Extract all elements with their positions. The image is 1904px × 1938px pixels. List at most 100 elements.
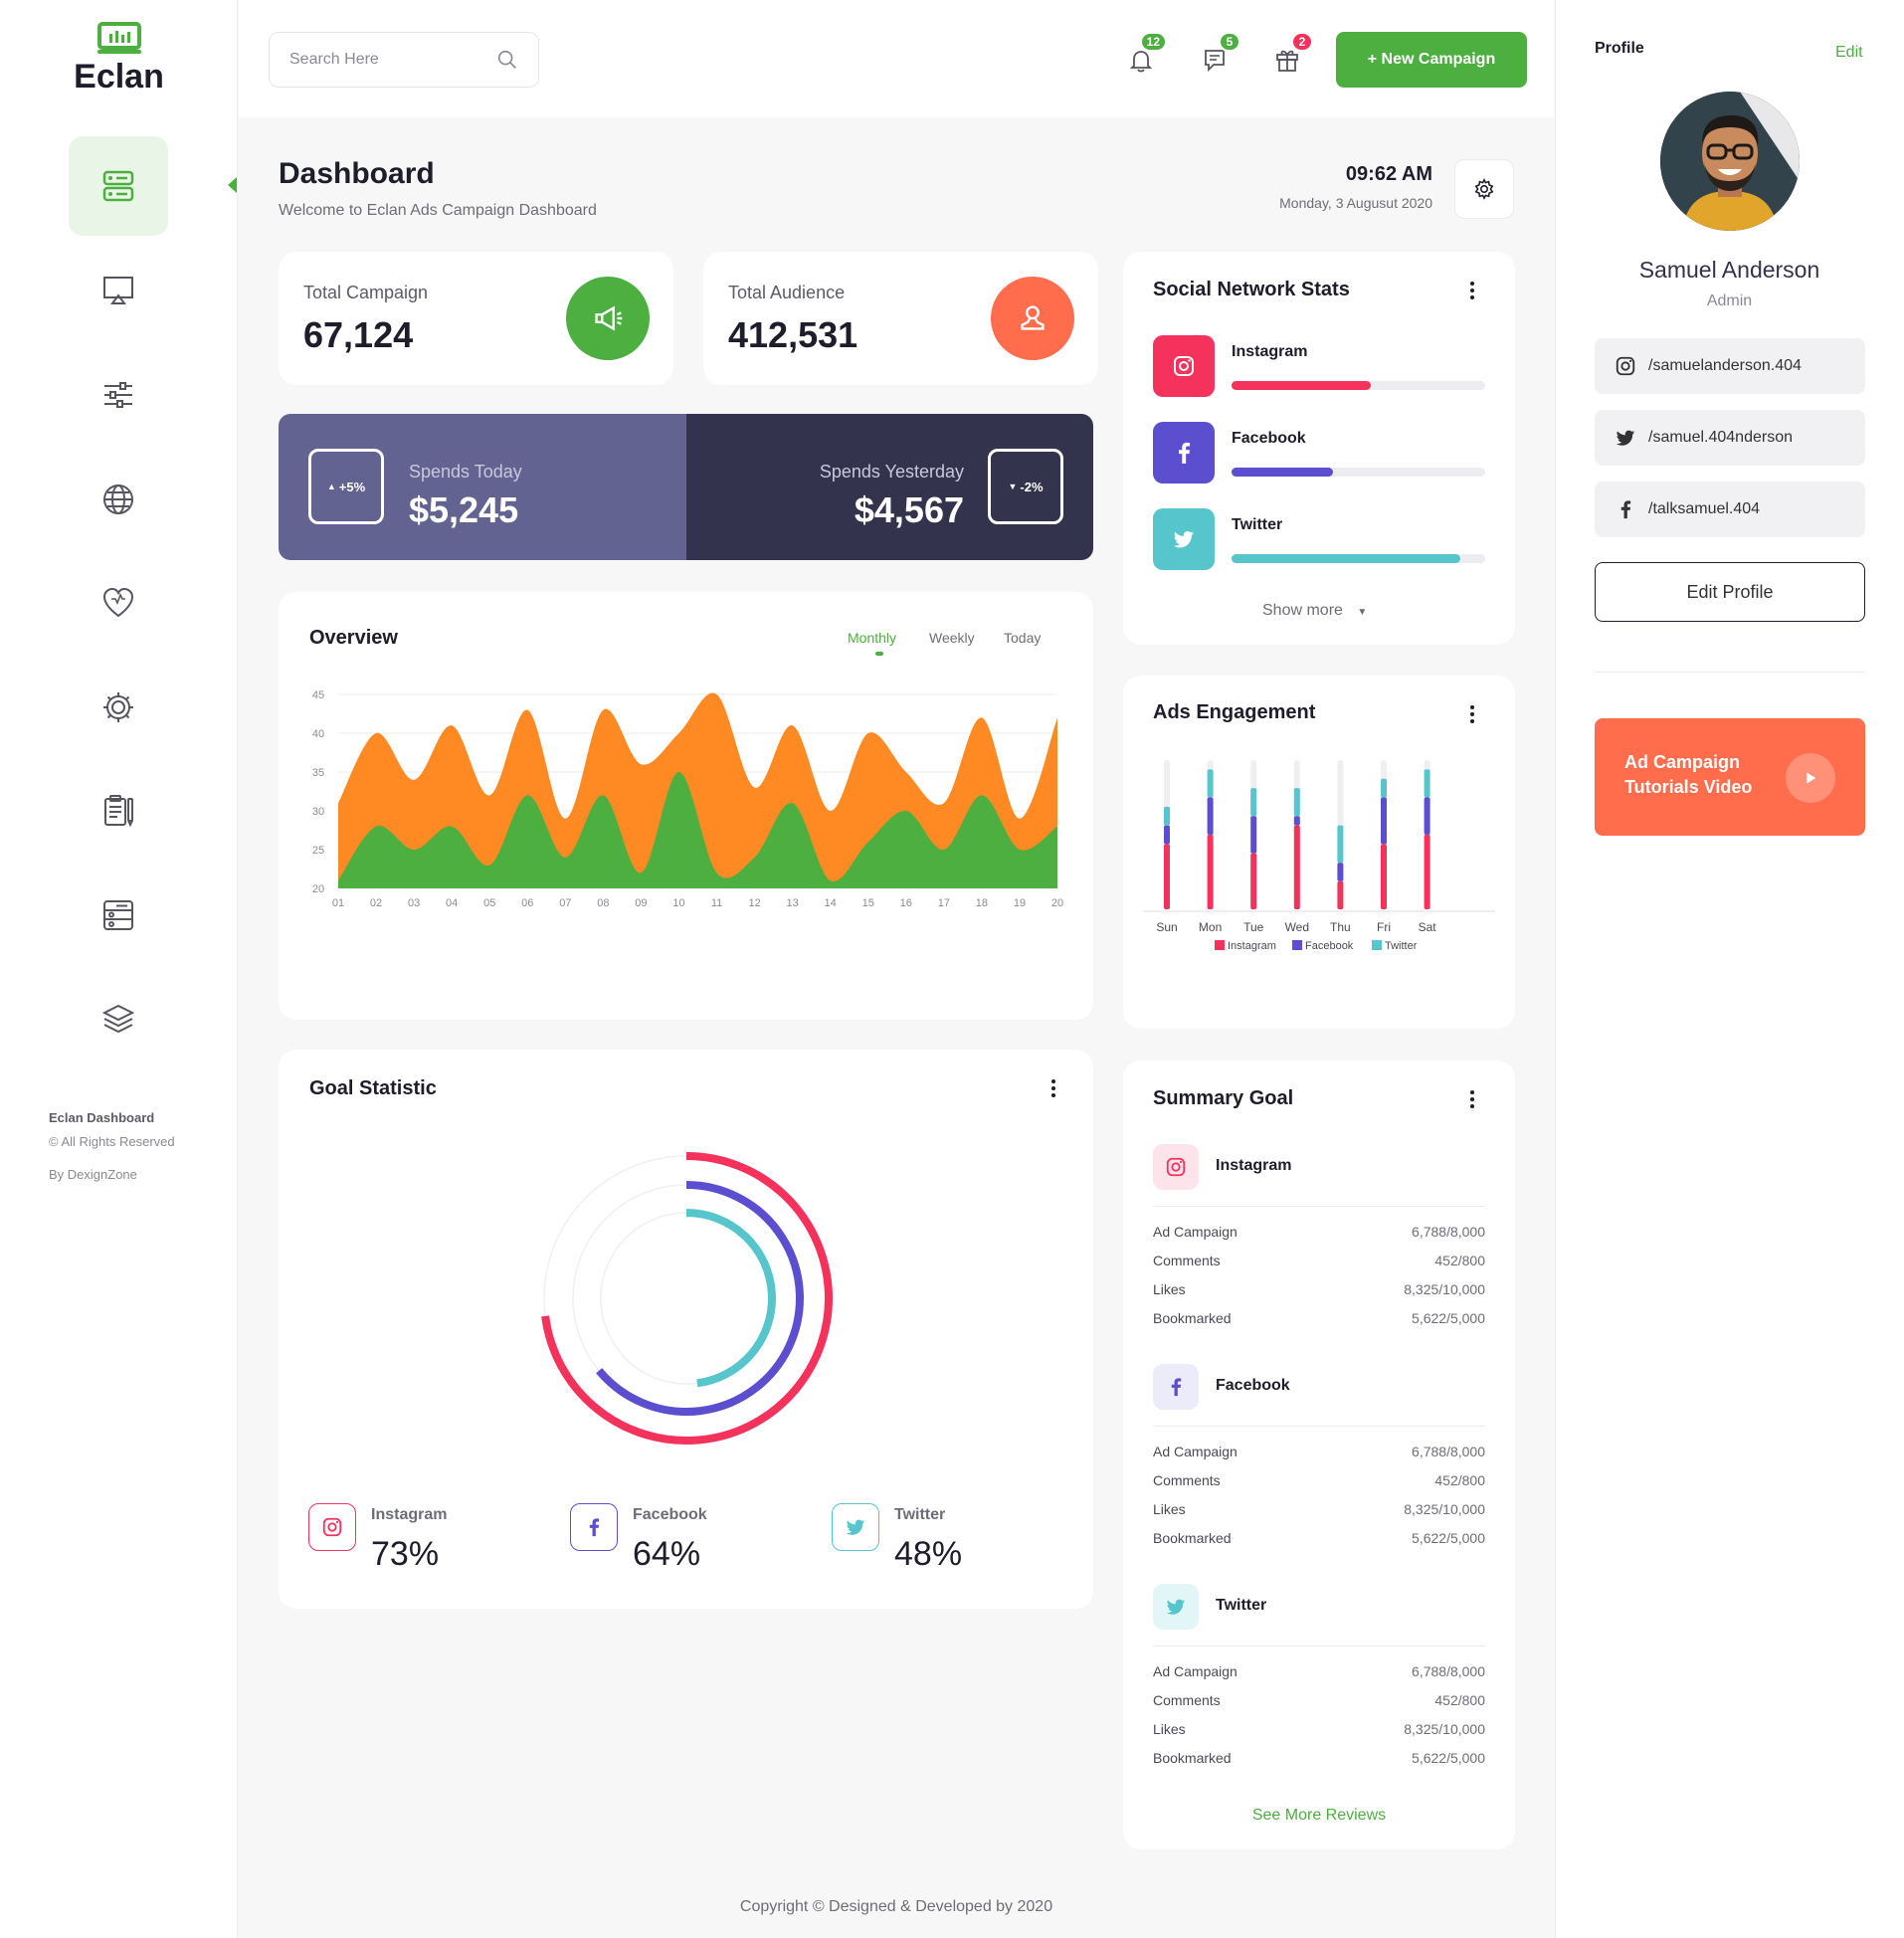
summary-row: Likes 8,325/10,000 xyxy=(1153,1501,1485,1517)
spends-today-change: ▲ +5% xyxy=(308,449,384,524)
nav-dashboard[interactable] xyxy=(69,136,168,236)
social-twitter-bar xyxy=(1232,554,1485,563)
bar-instagram xyxy=(1381,844,1387,909)
tab-weekly[interactable]: Weekly xyxy=(929,630,975,646)
x-tick-label: 09 xyxy=(635,897,647,909)
avatar[interactable] xyxy=(1660,92,1800,231)
summary-row-label: Ad Campaign xyxy=(1153,1663,1238,1679)
y-tick-label: 25 xyxy=(312,845,324,857)
play-icon xyxy=(1807,772,1816,784)
total-audience-card: Total Audience 412,531 xyxy=(703,252,1098,385)
nav-database[interactable] xyxy=(69,866,168,965)
messages-badge: 5 xyxy=(1219,32,1240,52)
ads-engagement-menu-icon[interactable] xyxy=(1469,705,1475,726)
y-tick-label: 45 xyxy=(312,689,324,701)
facebook-icon xyxy=(570,1503,618,1551)
see-more-reviews-link[interactable]: See More Reviews xyxy=(1251,1807,1387,1824)
nav-reports[interactable] xyxy=(69,761,168,861)
facebook-icon xyxy=(1620,500,1631,519)
bar-instagram xyxy=(1337,880,1344,909)
x-tick-label: 18 xyxy=(976,897,988,909)
x-tick-label: Tue xyxy=(1243,920,1264,934)
bar-instagram xyxy=(1250,853,1257,909)
facebook-icon xyxy=(1153,422,1215,484)
goal-statistic-menu-icon[interactable] xyxy=(1050,1079,1056,1100)
globe-icon xyxy=(103,484,133,514)
goal-instagram-name: Instagram xyxy=(371,1506,448,1523)
overview-title: Overview xyxy=(309,627,398,649)
goal-twitter-value: 48% xyxy=(894,1535,963,1573)
profile-role: Admin xyxy=(1706,292,1753,309)
x-tick-label: Fri xyxy=(1377,920,1391,934)
spends-yesterday-label: Spends Yesterday xyxy=(819,462,964,482)
settings-button[interactable] xyxy=(1454,159,1514,219)
x-tick-label: 14 xyxy=(825,897,837,909)
profile-facebook-link[interactable]: /talksamuel.404 xyxy=(1595,482,1865,537)
tab-today[interactable]: Today xyxy=(1004,630,1042,646)
messages-button[interactable]: 5 xyxy=(1195,32,1240,80)
nav-collapse-caret[interactable] xyxy=(228,177,237,193)
legend-swatch xyxy=(1215,940,1225,950)
nav-heart[interactable] xyxy=(69,553,168,653)
profile-instagram-handle: /samuelanderson.404 xyxy=(1648,357,1802,374)
clock-date: Monday, 3 Augusut 2020 xyxy=(1279,195,1432,211)
nav-monitor[interactable] xyxy=(69,241,168,340)
instagram-icon xyxy=(308,1503,356,1551)
summary-row-value: 452/800 xyxy=(1434,1692,1485,1708)
social-facebook-name: Facebook xyxy=(1232,430,1306,447)
summary-goal-card: Summary Goal Instagram Ad Campaign 6,788/… xyxy=(1123,1061,1515,1849)
tutorial-video-card[interactable]: Ad Campaign Tutorials Video xyxy=(1595,718,1865,836)
search-input[interactable] xyxy=(289,51,488,69)
profile-edit-link[interactable]: Edit xyxy=(1835,44,1863,61)
user-icon xyxy=(991,277,1074,360)
profile-instagram-link[interactable]: /samuelanderson.404 xyxy=(1595,338,1865,394)
clock-time: 09:62 AM xyxy=(1345,163,1432,185)
database-icon xyxy=(103,900,133,930)
notifications-button[interactable]: 12 xyxy=(1121,32,1167,80)
profile-name: Samuel Anderson xyxy=(1638,257,1820,283)
summary-row-label: Comments xyxy=(1153,1472,1221,1488)
summary-goal-title: Summary Goal xyxy=(1153,1087,1294,1109)
spends-yesterday-change: ▼ -2% xyxy=(988,449,1063,524)
logo-text: Eclan xyxy=(74,58,164,96)
bar-instagram xyxy=(1164,844,1170,909)
summary-row: Ad Campaign 6,788/8,000 xyxy=(1153,1224,1485,1240)
x-tick-label: 02 xyxy=(370,897,382,909)
total-audience-value: 412,531 xyxy=(728,314,858,355)
nav-globe[interactable] xyxy=(69,450,168,549)
ring-instagram xyxy=(541,1152,833,1445)
profile-twitter-link[interactable]: /samuel.404nderson xyxy=(1595,410,1865,466)
legend-label: Facebook xyxy=(1305,940,1354,952)
bar-facebook xyxy=(1337,863,1344,881)
nav-settings[interactable] xyxy=(69,658,168,757)
summary-row-label: Bookmarked xyxy=(1153,1530,1232,1546)
summary-row-value: 6,788/8,000 xyxy=(1412,1224,1485,1240)
edit-profile-button[interactable]: Edit Profile xyxy=(1595,562,1865,622)
total-audience-label: Total Audience xyxy=(728,283,846,302)
nav-layers[interactable] xyxy=(69,970,168,1069)
show-more-button[interactable]: Show more ▼ xyxy=(1262,602,1367,620)
x-tick-label: 10 xyxy=(672,897,684,909)
nav-sliders[interactable] xyxy=(69,345,168,445)
play-button[interactable] xyxy=(1786,753,1835,803)
tab-monthly[interactable]: Monthly xyxy=(848,630,897,646)
search-box[interactable] xyxy=(269,32,539,88)
gifts-button[interactable]: 2 xyxy=(1267,32,1313,80)
divider xyxy=(1153,1206,1485,1207)
new-campaign-button[interactable]: + New Campaign xyxy=(1336,32,1527,88)
summary-goal-menu-icon[interactable] xyxy=(1469,1090,1475,1111)
search-icon[interactable] xyxy=(496,49,518,71)
clipboard-icon xyxy=(104,795,133,828)
social-stats-menu-icon[interactable] xyxy=(1469,282,1475,302)
summary-row-label: Bookmarked xyxy=(1153,1750,1232,1766)
bar-facebook xyxy=(1250,816,1257,854)
summary-row: Bookmarked 5,622/5,000 xyxy=(1153,1750,1485,1766)
copyright: Copyright © Designed & Developed by 2020 xyxy=(739,1898,1053,1915)
x-tick-label: 20 xyxy=(1051,897,1063,909)
goal-statistic-card: Goal Statistic Instagram 73% Facebook 64… xyxy=(279,1050,1093,1609)
summary-row: Likes 8,325/10,000 xyxy=(1153,1721,1485,1737)
spends-today-label: Spends Today xyxy=(409,462,522,482)
bar-twitter xyxy=(1337,825,1344,864)
logo[interactable]: Eclan xyxy=(0,22,238,97)
bar-twitter xyxy=(1381,778,1387,798)
